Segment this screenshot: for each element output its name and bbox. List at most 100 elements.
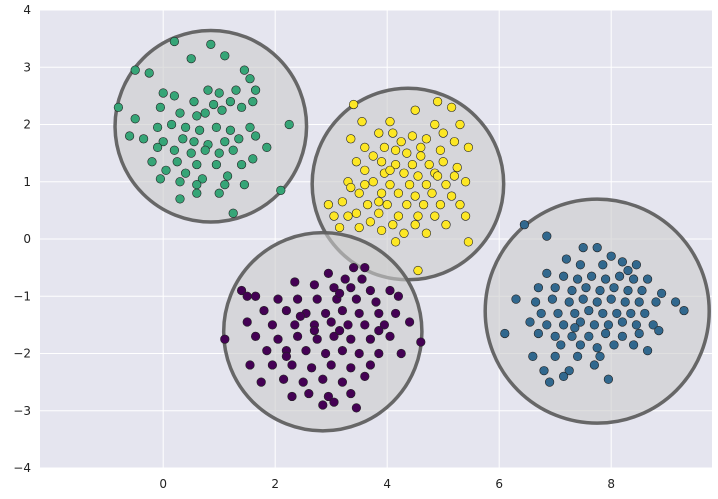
data-point (575, 260, 586, 270)
data-point (153, 142, 163, 152)
x-tick-label: 8 (607, 477, 615, 491)
data-point (262, 142, 272, 152)
data-point (567, 331, 577, 341)
data-point (561, 254, 572, 264)
data-point (651, 297, 661, 307)
data-point (214, 188, 224, 198)
data-point (600, 328, 611, 339)
data-point (435, 145, 446, 155)
data-point (192, 111, 202, 121)
data-point (592, 242, 602, 253)
data-point (637, 285, 647, 296)
data-point (220, 180, 230, 190)
data-point (385, 117, 395, 127)
data-point (365, 217, 376, 227)
data-point (558, 271, 569, 281)
data-point (337, 346, 348, 356)
data-point (640, 308, 650, 319)
data-point (542, 231, 552, 241)
data-point (612, 308, 622, 319)
data-point (365, 334, 376, 344)
data-point (391, 145, 401, 155)
data-point (570, 308, 580, 319)
data-point (374, 128, 384, 138)
data-point (223, 171, 233, 181)
data-point (405, 317, 415, 327)
data-point (558, 371, 569, 382)
data-point (385, 165, 395, 175)
data-point (609, 283, 619, 293)
data-point (343, 211, 353, 221)
data-point (323, 200, 334, 210)
data-point (155, 102, 165, 112)
data-point (595, 351, 605, 361)
data-point (321, 348, 331, 359)
data-point (239, 180, 249, 190)
data-point (402, 200, 412, 210)
data-point (598, 260, 608, 270)
data-point (447, 102, 457, 112)
data-point (609, 340, 619, 350)
data-point (242, 317, 252, 327)
data-point (309, 280, 320, 290)
data-point (175, 194, 185, 204)
data-point (634, 297, 644, 307)
tick-labels: 0 2 4 6 8 −4 −3 −2 −1 0 1 2 3 4 (13, 3, 615, 491)
data-point (589, 360, 600, 370)
data-point (542, 268, 552, 278)
data-point (248, 154, 258, 164)
data-point (519, 220, 530, 230)
data-point (337, 197, 348, 207)
data-point (654, 326, 664, 336)
data-point (290, 277, 300, 287)
data-point (553, 308, 563, 319)
data-point (399, 168, 409, 178)
data-point (606, 251, 616, 261)
data-point (542, 320, 552, 330)
data-point (670, 297, 681, 307)
data-point (575, 340, 586, 350)
data-point (281, 305, 292, 316)
data-point (530, 297, 541, 307)
data-point (245, 74, 255, 84)
data-point (374, 308, 384, 319)
data-point (463, 237, 474, 247)
data-point (578, 242, 588, 253)
data-point (360, 180, 370, 190)
data-point (410, 191, 420, 201)
data-point (550, 283, 560, 293)
y-tick-label: −3 (13, 404, 31, 418)
data-point (130, 114, 140, 124)
data-point (614, 271, 625, 281)
data-point (172, 157, 182, 167)
cluster-circle (113, 28, 309, 224)
data-point (178, 134, 188, 144)
data-point (679, 305, 689, 316)
data-point (155, 174, 165, 184)
data-point (237, 159, 247, 170)
data-point (558, 320, 569, 330)
data-point (192, 188, 202, 198)
data-point (346, 182, 356, 193)
data-point (262, 346, 272, 356)
data-point (211, 122, 221, 132)
data-point (578, 294, 588, 304)
data-point (175, 108, 185, 118)
data-point (340, 274, 350, 284)
data-point (388, 128, 398, 138)
data-point (427, 188, 437, 198)
data-point (416, 337, 426, 347)
data-point (307, 363, 317, 373)
data-point (147, 157, 157, 167)
data-point (572, 351, 583, 361)
data-point (354, 222, 364, 233)
data-point (581, 283, 591, 293)
data-points (113, 36, 689, 413)
data-point (181, 122, 191, 132)
data-point (242, 291, 252, 301)
data-point (385, 285, 395, 296)
data-point (351, 403, 362, 413)
data-point (391, 237, 401, 247)
